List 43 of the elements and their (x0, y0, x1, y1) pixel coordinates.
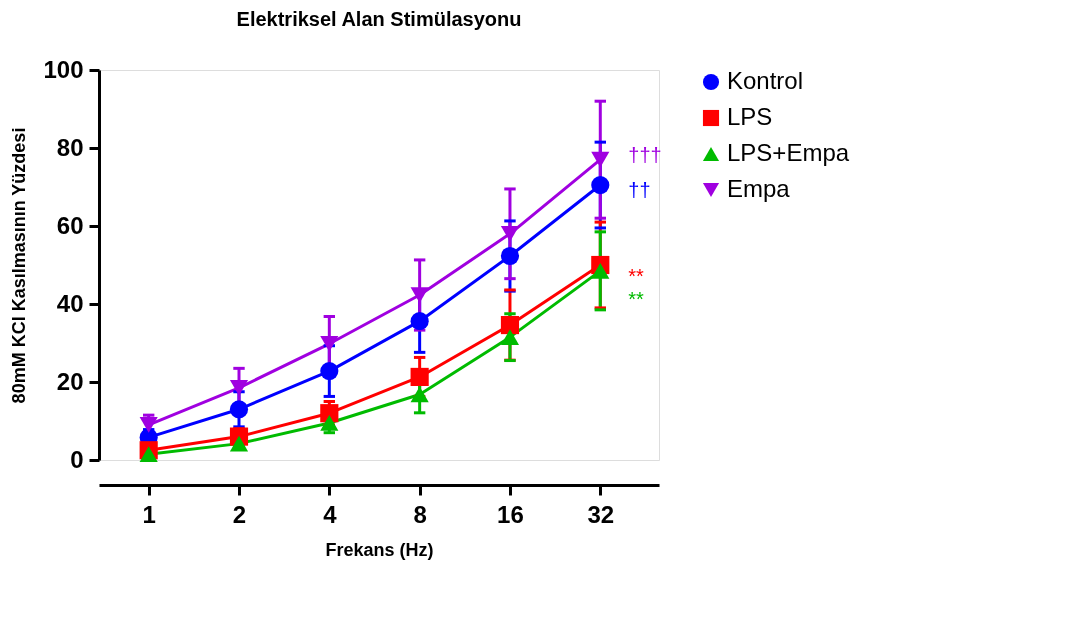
annotation: ††† (628, 143, 662, 166)
point (500, 329, 520, 346)
point (229, 400, 249, 419)
x-tick-label: 1 (142, 500, 156, 528)
point (320, 415, 339, 431)
point (591, 151, 610, 168)
point (410, 367, 429, 387)
x-tick-label: 8 (413, 500, 427, 528)
legend-label: Kontrol (727, 67, 804, 94)
y-tick-label: 40 (56, 289, 84, 317)
x-tick-label: 4 (323, 500, 338, 528)
annotation: ** (628, 288, 645, 311)
y-tick-label: 60 (56, 211, 84, 239)
point (229, 435, 249, 452)
legend-label: Empa (727, 175, 791, 202)
point (500, 225, 520, 242)
point (320, 404, 339, 423)
point (320, 362, 339, 381)
point (410, 312, 429, 331)
point (139, 446, 158, 463)
point (320, 335, 339, 352)
point (229, 379, 249, 396)
x-tick-label: 16 (497, 500, 524, 528)
legend-label: LPS+Empa (727, 139, 850, 166)
y-axis-title: 80mM KCl Kasılmasının Yüzdesi (9, 127, 30, 404)
point (500, 315, 520, 335)
point (591, 175, 610, 195)
y-tick-label: 20 (56, 367, 84, 395)
x-tick-label: 32 (587, 500, 615, 528)
legend-label: LPS (727, 103, 773, 130)
annotation: †† (628, 178, 651, 201)
point (591, 262, 610, 279)
y-tick-label: 100 (43, 55, 84, 83)
point (139, 417, 158, 433)
chart-title: Elektriksel Alan Stimülasyonu (236, 8, 522, 30)
x-axis-title: Frekans (Hz) (325, 539, 434, 560)
annotation: ** (628, 264, 645, 287)
point (500, 246, 520, 266)
y-tick-label: 80 (56, 133, 84, 161)
y-tick-label: 0 (70, 445, 84, 473)
point (410, 287, 429, 303)
x-tick-label: 2 (232, 500, 247, 528)
point (410, 386, 429, 403)
